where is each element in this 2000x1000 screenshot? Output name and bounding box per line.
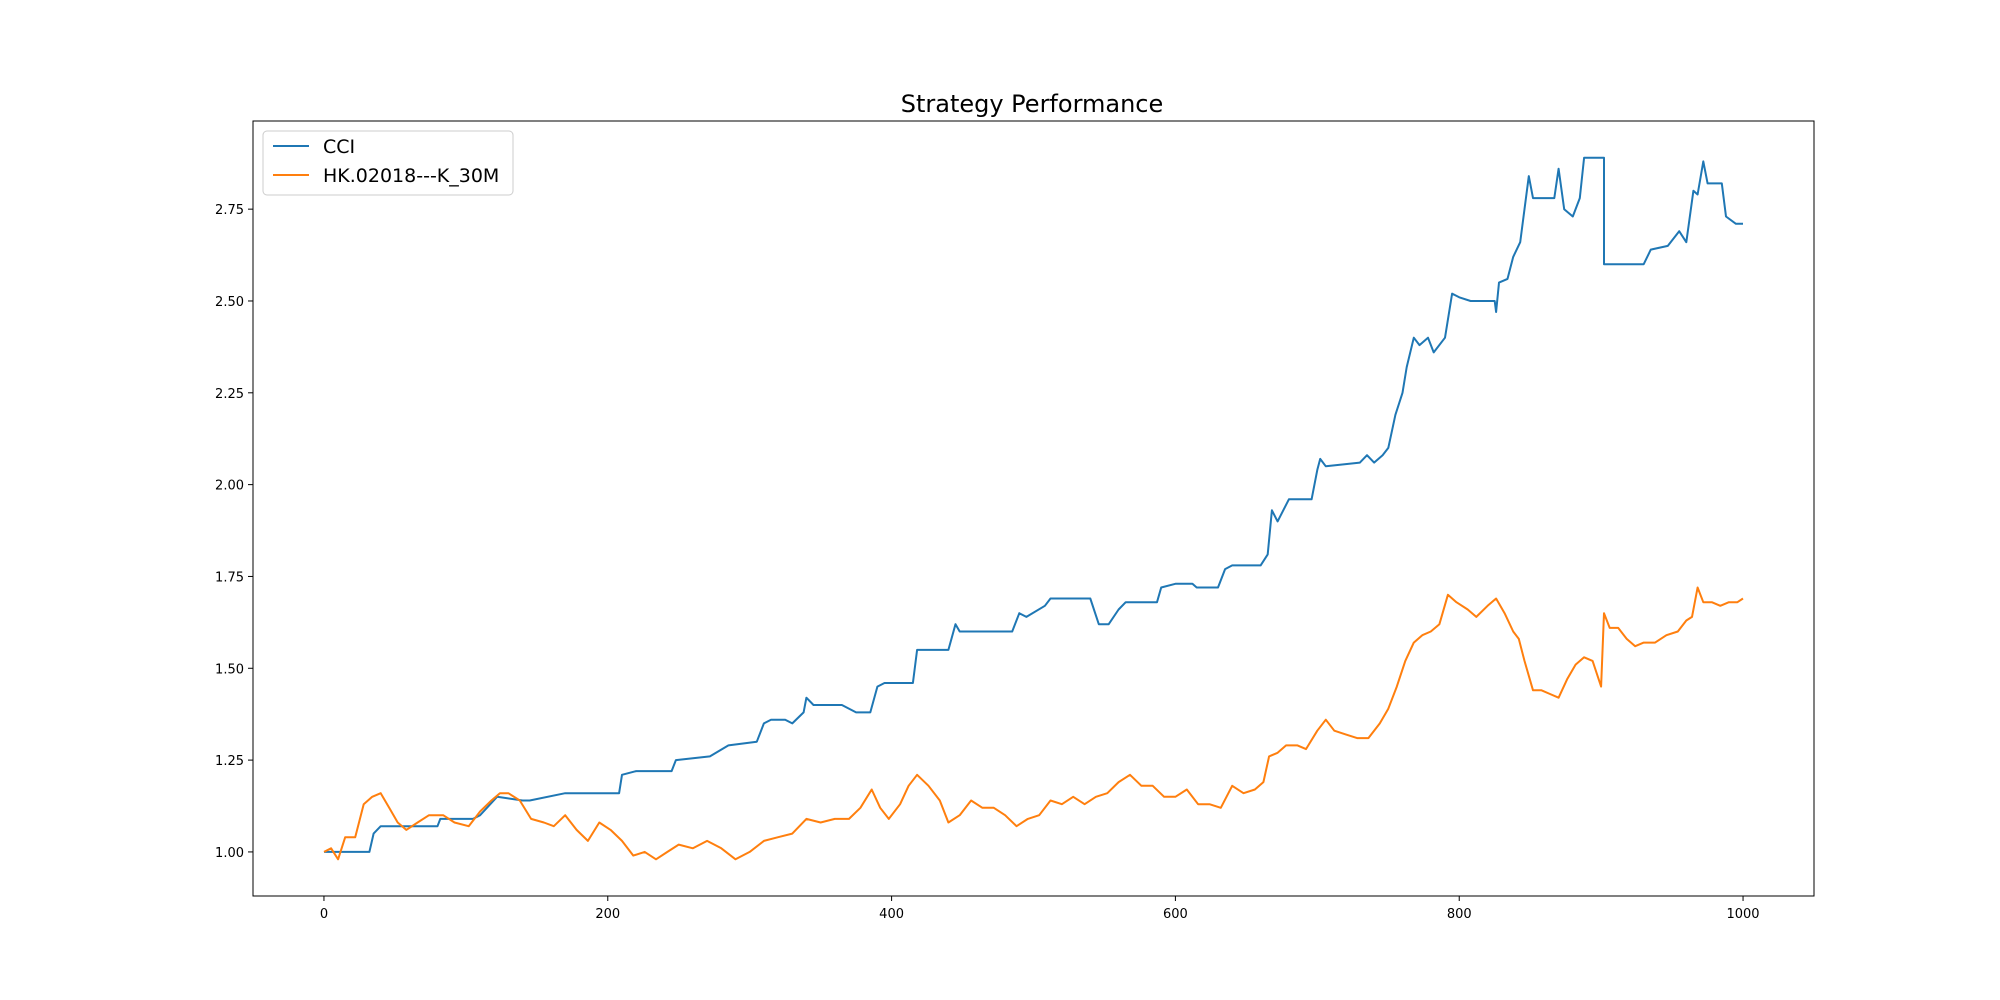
x-tick-label: 1000: [1726, 907, 1759, 922]
y-tick-label: 1.50: [215, 662, 244, 677]
y-tick-label: 2.50: [215, 295, 244, 310]
x-axis: 0 200 400 600 800 1000: [320, 896, 1760, 922]
legend-entry-hk-02018: HK.02018---K_30M: [273, 165, 499, 187]
y-axis: 1.00 1.25 1.50 1.75 2.00 2.25 2.50 2.75: [215, 203, 253, 861]
series-line-hk-02018: [323, 586, 1744, 861]
y-tick-label: 1.75: [215, 570, 244, 585]
y-tick-label: 2.75: [215, 203, 244, 218]
legend: CCI HK.02018---K_30M: [262, 130, 514, 196]
plot-area: [252, 120, 1815, 897]
y-tick-label: 2.00: [215, 479, 244, 494]
legend-entry-cci: CCI: [273, 136, 355, 158]
y-tick-label: 1.25: [215, 754, 244, 769]
series-line-cci: [324, 156, 1743, 853]
x-tick-label: 200: [595, 907, 620, 922]
legend-label-cci: CCI: [323, 136, 355, 158]
y-tick-label: 2.25: [215, 387, 244, 402]
chart-title: Strategy Performance: [901, 90, 1164, 118]
x-tick-label: 800: [1447, 907, 1472, 922]
y-tick-label: 1.00: [215, 846, 244, 861]
legend-label-hk-02018: HK.02018---K_30M: [323, 165, 499, 187]
plot-frame: [252, 120, 1815, 897]
x-tick-label: 600: [1163, 907, 1188, 922]
series-layer: [323, 156, 1744, 861]
x-tick-label: 0: [320, 907, 328, 922]
x-tick-label: 400: [879, 907, 904, 922]
legend-box: [262, 130, 514, 196]
